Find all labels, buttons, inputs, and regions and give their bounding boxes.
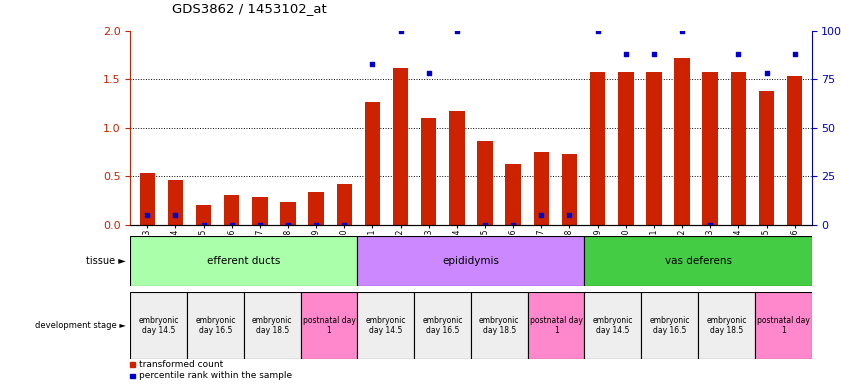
Bar <box>618 73 633 225</box>
Text: embryonic
day 18.5: embryonic day 18.5 <box>706 316 747 335</box>
Bar <box>336 184 352 225</box>
Point <box>309 222 323 228</box>
Point <box>759 70 773 76</box>
Bar <box>584 236 812 286</box>
Text: embryonic
day 14.5: embryonic day 14.5 <box>593 316 633 335</box>
Text: efferent ducts: efferent ducts <box>207 256 281 266</box>
Text: embryonic
day 14.5: embryonic day 14.5 <box>366 316 406 335</box>
Text: postnatal day
1: postnatal day 1 <box>303 316 356 335</box>
Bar <box>393 68 409 225</box>
Point <box>506 222 520 228</box>
Point <box>675 28 689 34</box>
Bar <box>641 292 698 359</box>
Bar <box>187 292 244 359</box>
Point <box>253 222 267 228</box>
Text: embryonic
day 16.5: embryonic day 16.5 <box>649 316 690 335</box>
Bar <box>584 292 641 359</box>
Bar <box>787 76 802 225</box>
Point <box>563 212 576 218</box>
Text: epididymis: epididymis <box>442 256 500 266</box>
Bar <box>702 73 718 225</box>
Point <box>422 70 436 76</box>
Bar <box>167 180 183 225</box>
Text: GDS3862 / 1453102_at: GDS3862 / 1453102_at <box>172 2 327 15</box>
Point <box>788 51 801 57</box>
Text: embryonic
day 16.5: embryonic day 16.5 <box>195 316 235 335</box>
Point <box>619 51 632 57</box>
Bar <box>674 58 690 225</box>
Bar <box>421 118 436 225</box>
Bar <box>528 292 584 359</box>
Text: embryonic
day 18.5: embryonic day 18.5 <box>479 316 520 335</box>
Text: embryonic
day 16.5: embryonic day 16.5 <box>422 316 463 335</box>
Text: development stage ►: development stage ► <box>35 321 126 330</box>
Point <box>281 222 294 228</box>
Bar <box>533 152 549 225</box>
Text: postnatal day
1: postnatal day 1 <box>757 316 810 335</box>
Bar <box>140 173 155 225</box>
Point <box>337 222 351 228</box>
Text: vas deferens: vas deferens <box>664 256 732 266</box>
Point <box>197 222 210 228</box>
Bar <box>280 202 296 225</box>
Bar <box>357 236 584 286</box>
Bar <box>300 292 357 359</box>
Point <box>479 222 492 228</box>
Point <box>535 212 548 218</box>
Bar <box>590 73 606 225</box>
Point <box>591 28 605 34</box>
Text: tissue ►: tissue ► <box>87 256 126 266</box>
Point <box>169 212 182 218</box>
Point <box>140 212 154 218</box>
Bar <box>731 73 746 225</box>
Bar <box>449 111 464 225</box>
Text: transformed count: transformed count <box>139 360 224 369</box>
Point <box>732 51 745 57</box>
Point <box>450 28 463 34</box>
Bar <box>252 197 267 225</box>
Bar <box>759 91 775 225</box>
Bar <box>130 292 187 359</box>
Text: embryonic
day 18.5: embryonic day 18.5 <box>252 316 293 335</box>
Bar <box>505 164 521 225</box>
Point <box>648 51 661 57</box>
Bar <box>365 101 380 225</box>
Bar <box>196 205 211 225</box>
Bar <box>478 141 493 225</box>
Bar <box>224 195 240 225</box>
Bar <box>646 73 662 225</box>
Bar <box>414 292 471 359</box>
Bar <box>244 292 300 359</box>
Point <box>225 222 238 228</box>
Bar <box>309 192 324 225</box>
Bar <box>698 292 755 359</box>
Text: percentile rank within the sample: percentile rank within the sample <box>139 371 293 381</box>
Text: postnatal day
1: postnatal day 1 <box>530 316 583 335</box>
Bar <box>357 292 414 359</box>
Bar <box>130 236 357 286</box>
Bar <box>471 292 528 359</box>
Point <box>394 28 407 34</box>
Text: embryonic
day 14.5: embryonic day 14.5 <box>139 316 179 335</box>
Bar <box>562 154 577 225</box>
Point <box>704 222 717 228</box>
Point <box>366 61 379 67</box>
Bar <box>754 292 812 359</box>
